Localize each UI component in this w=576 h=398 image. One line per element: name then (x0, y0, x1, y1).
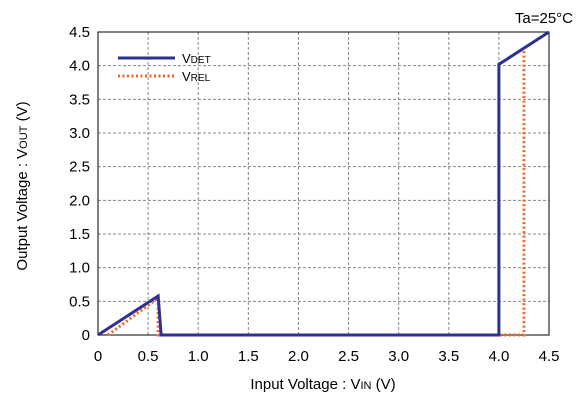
legend: VDET VREL (118, 51, 211, 84)
y-tick-label: 0.5 (69, 293, 90, 310)
x-tick-label: 3.0 (388, 348, 409, 365)
y-tick-label: 4.0 (69, 58, 90, 75)
series-layer (97, 30, 550, 337)
y-axis-label-sub: OUT (18, 125, 30, 149)
x-tick-label: 1.0 (188, 348, 209, 365)
y-axis-label-prefix: Output Voltage : V (14, 149, 31, 271)
x-tick-label: 0 (94, 348, 102, 365)
y-tick-label: 3.5 (69, 91, 90, 108)
series-line-vrel (107, 50, 526, 337)
x-tick-label: 1.5 (238, 348, 259, 365)
y-tick-label: 3.0 (69, 125, 90, 142)
x-tick-label: 2.0 (288, 348, 309, 365)
x-axis-label: Input Voltage : VIN (V) (250, 376, 395, 393)
plot-frame (97, 31, 550, 336)
annotation: Ta=25°C (515, 10, 573, 27)
x-tick-label: 4.5 (539, 348, 560, 365)
y-tick-label: 4.5 (69, 24, 90, 41)
x-tick-label: 3.5 (438, 348, 459, 365)
x-tick-label: 2.5 (338, 348, 359, 365)
y-axis-label-suffix: (V) (14, 101, 31, 125)
grid (97, 31, 550, 336)
y-tick-label: 1.5 (69, 226, 90, 243)
x-tick-labels: 0 0.5 1.0 1.5 2.0 2.5 3.0 3.5 4.0 4.5 (94, 348, 560, 365)
x-axis-label-sub: IN (360, 380, 371, 392)
y-axis-label: Output Voltage : VOUT (V) (14, 101, 31, 270)
y-tick-label: 0 (82, 327, 90, 344)
x-tick-label: 0.5 (138, 348, 159, 365)
y-tick-label: 2.5 (69, 159, 90, 176)
y-tick-label: 2.0 (69, 192, 90, 209)
y-tick-labels: 0 0.5 1.0 1.5 2.0 2.5 3.0 3.5 4.0 4.5 (69, 24, 90, 344)
legend-label-vrel: VREL (182, 69, 211, 84)
legend-label-vdet: VDET (182, 51, 211, 66)
series-line-vdet (97, 30, 550, 337)
x-axis-label-suffix: (V) (371, 376, 395, 393)
y-tick-label: 1.0 (69, 260, 90, 277)
x-tick-label: 4.0 (488, 348, 509, 365)
x-axis-label-prefix: Input Voltage : V (250, 376, 360, 393)
